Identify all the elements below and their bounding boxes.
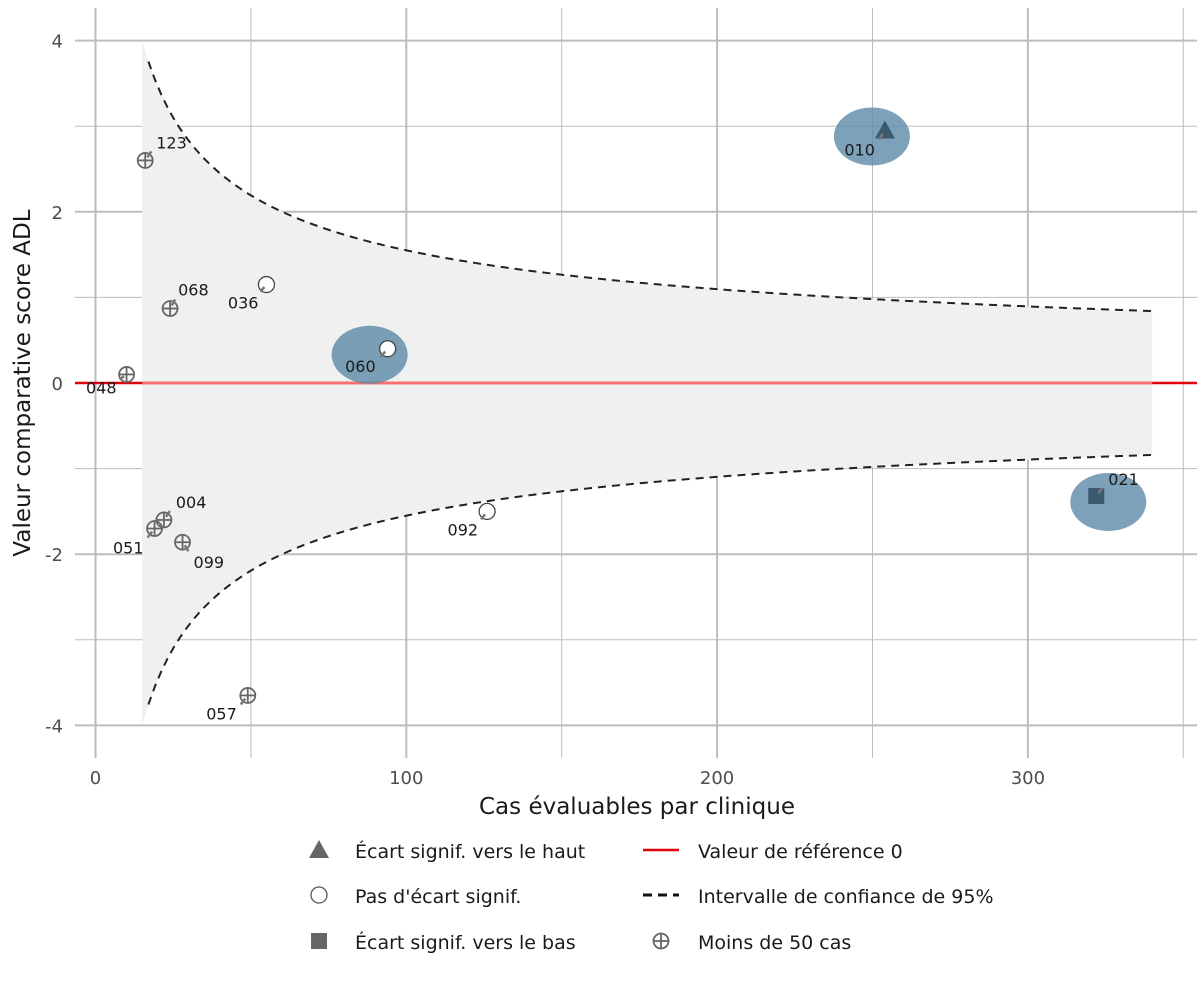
y-axis-title: Valeur comparative score ADL [10,209,36,556]
x-tick-label: 300 [1011,768,1045,789]
x-axis-title: Cas évaluables par clinique [479,794,795,820]
x-tick-label: 100 [389,768,423,789]
label-leader-092 [480,513,487,521]
point-048 [118,366,135,383]
label-leader-123 [146,150,153,158]
label-leader-036 [259,286,266,293]
legend-symbol-few [652,932,670,950]
point-label-092: 092 [448,520,479,539]
highlight-ellipse-021 [1070,472,1147,531]
y-tick-label: 0 [52,374,63,395]
point-label-004: 004 [176,493,207,512]
point-label-010: 010 [844,140,875,159]
legend-symbol-up [309,840,329,858]
legend-label-ci: Intervalle de confiance de 95% [698,886,994,908]
ci-upper-line [147,61,1153,313]
legend-label-down: Écart signif. vers le bas [355,931,576,954]
point-099 [174,533,191,551]
y-tick-label: 4 [52,32,63,53]
y-tick-label: 2 [52,203,63,224]
label-leader-051 [146,530,154,539]
x-tick-label: 0 [90,768,101,789]
legend-label-up: Écart signif. vers le haut [355,840,585,863]
point-label-036: 036 [228,294,259,313]
point-068 [161,300,179,317]
data-points [118,120,1105,704]
point-004 [155,511,173,529]
legend-symbol-down [311,933,327,949]
point-label-099: 099 [194,553,225,572]
highlight-ellipses [331,107,1147,531]
label-leader-099 [183,544,190,552]
point-label-057: 057 [206,704,237,723]
label-leader-060 [379,350,387,358]
point-123 [136,152,154,169]
x-tick-label: 200 [700,768,734,789]
y-tick-label: -4 [45,716,63,737]
label-leader-021 [1097,487,1104,494]
point-057 [239,687,257,704]
legend-label-none: Pas d'écart signif. [355,886,521,908]
point-051 [146,520,163,537]
point-label-021: 021 [1108,470,1139,489]
legend-label-few: Moins de 50 cas [698,932,851,954]
point-label-068: 068 [178,281,209,300]
legend-symbol-none [310,886,328,904]
label-leader-010 [877,132,884,141]
point-label-060: 060 [345,357,376,376]
point-labels: 123 068 036 048 060 010 021 004 051 099 092 057 [86,132,1139,723]
label-leader-004 [164,510,171,518]
label-leader-048 [118,375,125,381]
legend: Écart signif. vers le haut Valeur de réfé… [309,840,994,954]
label-leader-057 [239,697,247,706]
label-leader-068 [170,298,177,306]
point-label-123: 123 [156,133,187,152]
legend-label-ref: Valeur de référence 0 [698,841,903,863]
point-label-051: 051 [113,539,144,558]
ci-lower-line [147,453,1153,705]
point-010 [874,120,895,139]
point-label-048: 048 [86,378,117,397]
y-tick-label: -2 [45,545,63,566]
highlight-ellipse-010 [833,107,910,166]
